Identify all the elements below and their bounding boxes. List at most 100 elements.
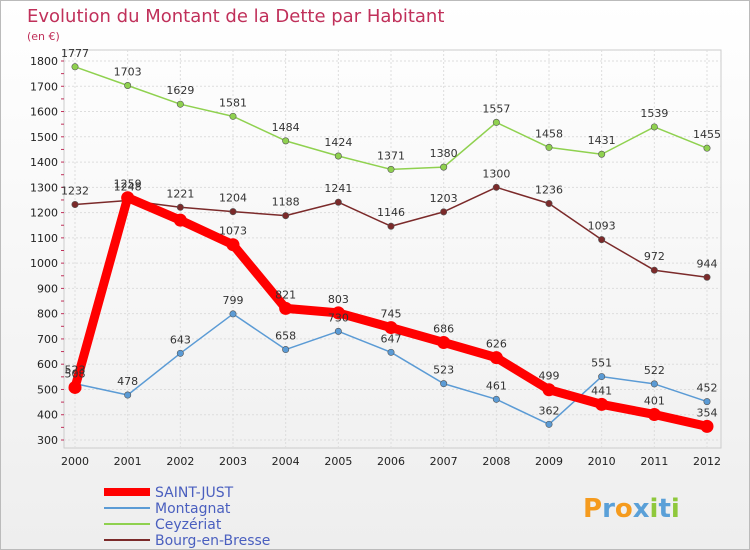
x-tick-label: 2005 <box>324 455 352 468</box>
data-point <box>595 397 609 411</box>
y-tick-label: 500 <box>37 383 58 396</box>
data-point <box>703 273 711 281</box>
data-point <box>387 222 395 230</box>
y-tick-label: 1600 <box>30 106 58 119</box>
unit-label: (en €) <box>27 30 60 43</box>
data-point <box>334 327 342 335</box>
data-label: 686 <box>433 322 454 335</box>
data-point <box>440 163 448 171</box>
data-label: 647 <box>381 332 402 345</box>
y-tick-label: 1300 <box>30 181 58 194</box>
data-label: 799 <box>223 294 244 307</box>
data-label: 1232 <box>61 185 89 198</box>
data-point <box>176 203 184 211</box>
data-point <box>545 420 553 428</box>
data-label: 401 <box>644 394 665 407</box>
data-point <box>700 419 714 433</box>
data-label: 508 <box>65 367 86 380</box>
data-label: 1424 <box>324 136 352 149</box>
data-point <box>229 310 237 318</box>
data-point <box>703 144 711 152</box>
data-point <box>279 301 293 315</box>
x-tick-label: 2008 <box>482 455 510 468</box>
data-label: 730 <box>328 311 349 324</box>
data-label: 362 <box>539 404 560 417</box>
data-label: 1458 <box>535 127 563 140</box>
data-point <box>492 395 500 403</box>
x-tick-label: 2010 <box>588 455 616 468</box>
data-label: 972 <box>644 250 665 263</box>
series-lines <box>68 63 714 433</box>
data-point <box>598 373 606 381</box>
y-tick-label: 900 <box>37 282 58 295</box>
data-point <box>282 212 290 220</box>
y-tick-label: 1000 <box>30 257 58 270</box>
data-label: 1455 <box>693 128 721 141</box>
x-tick-label: 2007 <box>430 455 458 468</box>
x-tick-label: 2003 <box>219 455 247 468</box>
data-label: 1581 <box>219 96 247 109</box>
data-point <box>282 137 290 145</box>
proxiti-logo: Proxiti <box>583 494 680 524</box>
data-point <box>650 266 658 274</box>
x-tick-label: 2000 <box>61 455 89 468</box>
data-label: 1380 <box>430 147 458 160</box>
data-point <box>334 198 342 206</box>
data-label: 354 <box>697 406 718 419</box>
data-point <box>647 407 661 421</box>
data-label: 1539 <box>640 107 668 120</box>
data-label: 551 <box>591 357 612 370</box>
axes: 300 400 500 600 700 800 900 1000 1100 1200 1300 140… <box>30 55 721 468</box>
data-label: 522 <box>644 364 665 377</box>
data-label: 1484 <box>272 121 300 134</box>
data-point <box>598 236 606 244</box>
data-point <box>229 208 237 216</box>
data-point <box>331 306 345 320</box>
data-point <box>176 100 184 108</box>
chart-title: Evolution du Montant de la Dette par Hab… <box>27 6 444 27</box>
data-point <box>176 349 184 357</box>
x-tick-label: 2002 <box>166 455 194 468</box>
grid <box>63 49 722 449</box>
data-point <box>492 118 500 126</box>
data-label: 1300 <box>482 167 510 180</box>
data-label: 452 <box>697 382 718 395</box>
data-point <box>545 143 553 151</box>
data-point <box>68 380 82 394</box>
data-label: 1777 <box>61 47 89 60</box>
data-point <box>226 238 240 252</box>
data-point <box>387 348 395 356</box>
x-tick-label: 2006 <box>377 455 405 468</box>
x-tick-label: 2001 <box>114 455 142 468</box>
data-label: 1203 <box>430 192 458 205</box>
data-label: 658 <box>275 330 296 343</box>
data-point <box>542 383 556 397</box>
data-label: 1703 <box>114 66 142 79</box>
data-point <box>650 123 658 131</box>
data-point <box>334 152 342 160</box>
data-label: 1557 <box>482 102 510 115</box>
y-tick-label: 600 <box>37 358 58 371</box>
y-tick-label: 400 <box>37 409 58 422</box>
data-label: 1248 <box>114 180 142 193</box>
data-point <box>440 208 448 216</box>
data-label: 821 <box>275 288 296 301</box>
y-tick-label: 300 <box>37 434 58 447</box>
data-point <box>489 351 503 365</box>
data-point <box>545 200 553 208</box>
data-point <box>387 165 395 173</box>
data-point <box>173 213 187 227</box>
y-tick-label: 800 <box>37 308 58 321</box>
data-point <box>492 183 500 191</box>
data-point <box>703 398 711 406</box>
data-point <box>282 346 290 354</box>
data-label: 745 <box>381 308 402 321</box>
data-label: 1221 <box>166 187 194 200</box>
data-label: 1073 <box>219 225 247 238</box>
legend-label: Bourg-en-Bresse <box>155 533 270 549</box>
data-point <box>384 321 398 335</box>
data-point <box>124 391 132 399</box>
data-point <box>650 380 658 388</box>
